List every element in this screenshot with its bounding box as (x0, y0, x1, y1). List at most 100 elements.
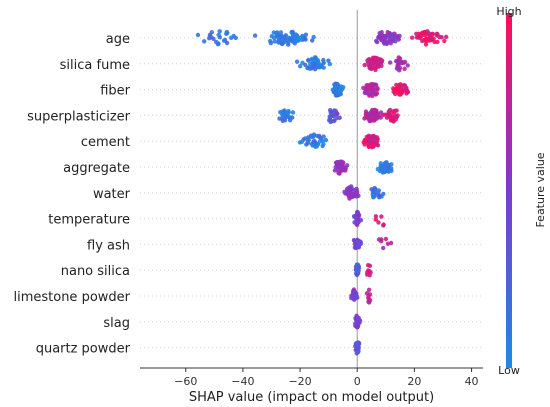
shap-point (386, 39, 391, 44)
shap-point (439, 35, 444, 40)
shap-point (444, 34, 449, 40)
shap-point (292, 39, 297, 44)
shap-point (394, 90, 400, 95)
shap-point (382, 112, 388, 117)
shap-point (416, 35, 421, 40)
shap-point (395, 66, 400, 71)
shap-point (426, 31, 432, 36)
shap-point (335, 82, 340, 87)
shap-point (362, 62, 367, 68)
shap-point (308, 61, 313, 67)
shap-point (403, 85, 409, 91)
shap-point (217, 29, 222, 34)
shap-point (410, 35, 415, 40)
shap-point (294, 59, 300, 64)
shap-point (313, 67, 318, 72)
shap-point (354, 291, 359, 296)
shap-point (327, 61, 332, 67)
shap-point (274, 31, 279, 36)
shap-point (388, 60, 393, 65)
shap-point (396, 58, 401, 63)
shap-point (355, 222, 360, 228)
shap-point (385, 30, 390, 35)
shap-point (334, 111, 340, 116)
shap-point (211, 36, 216, 41)
x-tick-label: 0 (354, 375, 361, 388)
shap-point (361, 85, 366, 91)
shap-point (363, 138, 368, 144)
shap-point (367, 118, 372, 123)
shap-point (349, 192, 354, 197)
shap-point (304, 142, 309, 147)
shap-point (416, 31, 422, 36)
shap-point (367, 135, 372, 140)
feature-label: water (93, 187, 131, 202)
shap-point (374, 38, 379, 44)
shap-point (381, 245, 386, 251)
shap-point (290, 110, 296, 115)
shap-point (394, 108, 399, 113)
shap-point (356, 341, 361, 346)
shap-point (345, 163, 350, 168)
shap-point (314, 144, 319, 149)
shap-point (378, 165, 384, 170)
shap-point (364, 291, 370, 296)
shap-point (321, 60, 326, 65)
shap-point (368, 113, 373, 118)
shap-point (287, 115, 292, 120)
shap-point (354, 347, 359, 352)
shap-point (371, 194, 376, 199)
colorbar-title: Feature value (534, 152, 547, 227)
shap-point (365, 58, 370, 63)
shap-point (268, 40, 274, 46)
shap-point (368, 270, 373, 275)
shap-point (377, 168, 383, 174)
shap-point (291, 34, 296, 40)
shap-point (381, 222, 386, 227)
shap-point (379, 33, 384, 38)
shap-point (370, 65, 375, 70)
shap-point (393, 39, 398, 44)
shap-point (311, 34, 316, 40)
x-tick-label: −20 (288, 375, 311, 388)
points-layer (195, 29, 449, 356)
x-tick-label: 20 (407, 375, 421, 388)
shap-point (277, 39, 282, 44)
shap-point (420, 38, 425, 44)
shap-point (215, 42, 221, 47)
shap-point (372, 190, 377, 195)
shap-point (353, 215, 358, 220)
colorbar: High Low Feature value (496, 5, 547, 377)
shap-point (354, 313, 359, 318)
shap-point (289, 30, 294, 35)
shap-point (317, 133, 322, 139)
shap-point (376, 220, 381, 225)
shap-point (362, 142, 367, 147)
shap-point (313, 55, 318, 60)
shap-point (337, 162, 342, 167)
shap-point (355, 239, 361, 244)
shap-point (209, 30, 214, 35)
shap-point (354, 190, 360, 195)
shap-point (383, 34, 388, 39)
shap-point (355, 295, 360, 300)
shap-point (370, 134, 376, 139)
shap-point (442, 38, 447, 44)
shap-point (373, 109, 379, 114)
x-ticks: −60 −40 −20 0 20 40 (174, 368, 479, 388)
shap-point (399, 89, 404, 94)
shap-point (310, 38, 315, 43)
shap-point (303, 37, 308, 42)
shap-point (354, 262, 360, 267)
feature-label: superplasticizer (27, 109, 131, 124)
shap-point (379, 214, 384, 219)
shap-point (281, 35, 286, 40)
shap-point (369, 57, 375, 62)
shap-point (352, 245, 358, 250)
shap-point (224, 29, 229, 35)
shap-point (399, 85, 404, 90)
shap-point (369, 187, 374, 192)
shap-point (355, 269, 360, 274)
shap-point (396, 37, 401, 42)
gridlines (140, 37, 483, 349)
